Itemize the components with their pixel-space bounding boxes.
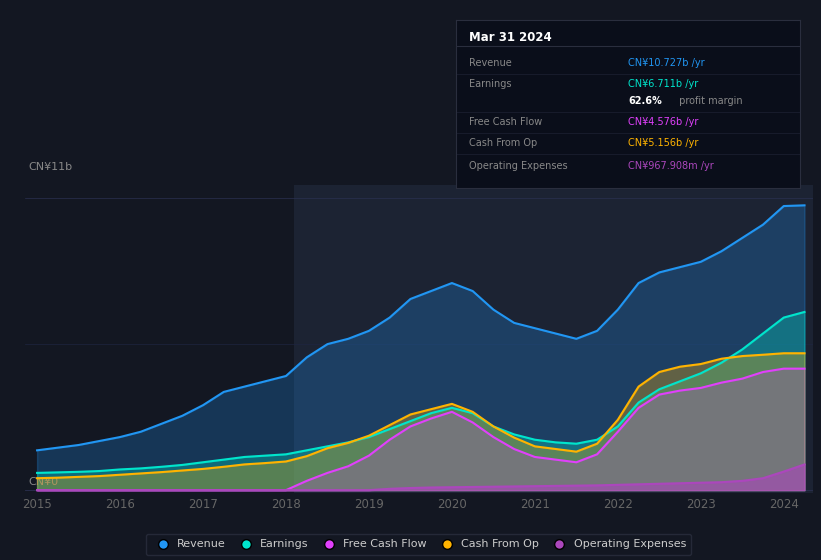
Text: Revenue: Revenue <box>470 58 512 68</box>
Text: 62.6%: 62.6% <box>628 96 662 106</box>
Text: Cash From Op: Cash From Op <box>470 138 538 148</box>
Text: CN¥11b: CN¥11b <box>29 162 73 172</box>
Text: CN¥10.727b /yr: CN¥10.727b /yr <box>628 58 704 68</box>
Text: CN¥0: CN¥0 <box>29 477 58 487</box>
Bar <box>294 185 813 493</box>
Text: Earnings: Earnings <box>470 80 512 89</box>
Legend: Revenue, Earnings, Free Cash Flow, Cash From Op, Operating Expenses: Revenue, Earnings, Free Cash Flow, Cash … <box>146 534 691 555</box>
Text: profit margin: profit margin <box>677 96 743 106</box>
Text: CN¥4.576b /yr: CN¥4.576b /yr <box>628 117 699 127</box>
Text: Free Cash Flow: Free Cash Flow <box>470 117 543 127</box>
Text: CN¥5.156b /yr: CN¥5.156b /yr <box>628 138 699 148</box>
Text: Operating Expenses: Operating Expenses <box>470 161 568 171</box>
Text: Mar 31 2024: Mar 31 2024 <box>470 31 553 44</box>
Text: CN¥6.711b /yr: CN¥6.711b /yr <box>628 80 699 89</box>
Text: CN¥967.908m /yr: CN¥967.908m /yr <box>628 161 713 171</box>
